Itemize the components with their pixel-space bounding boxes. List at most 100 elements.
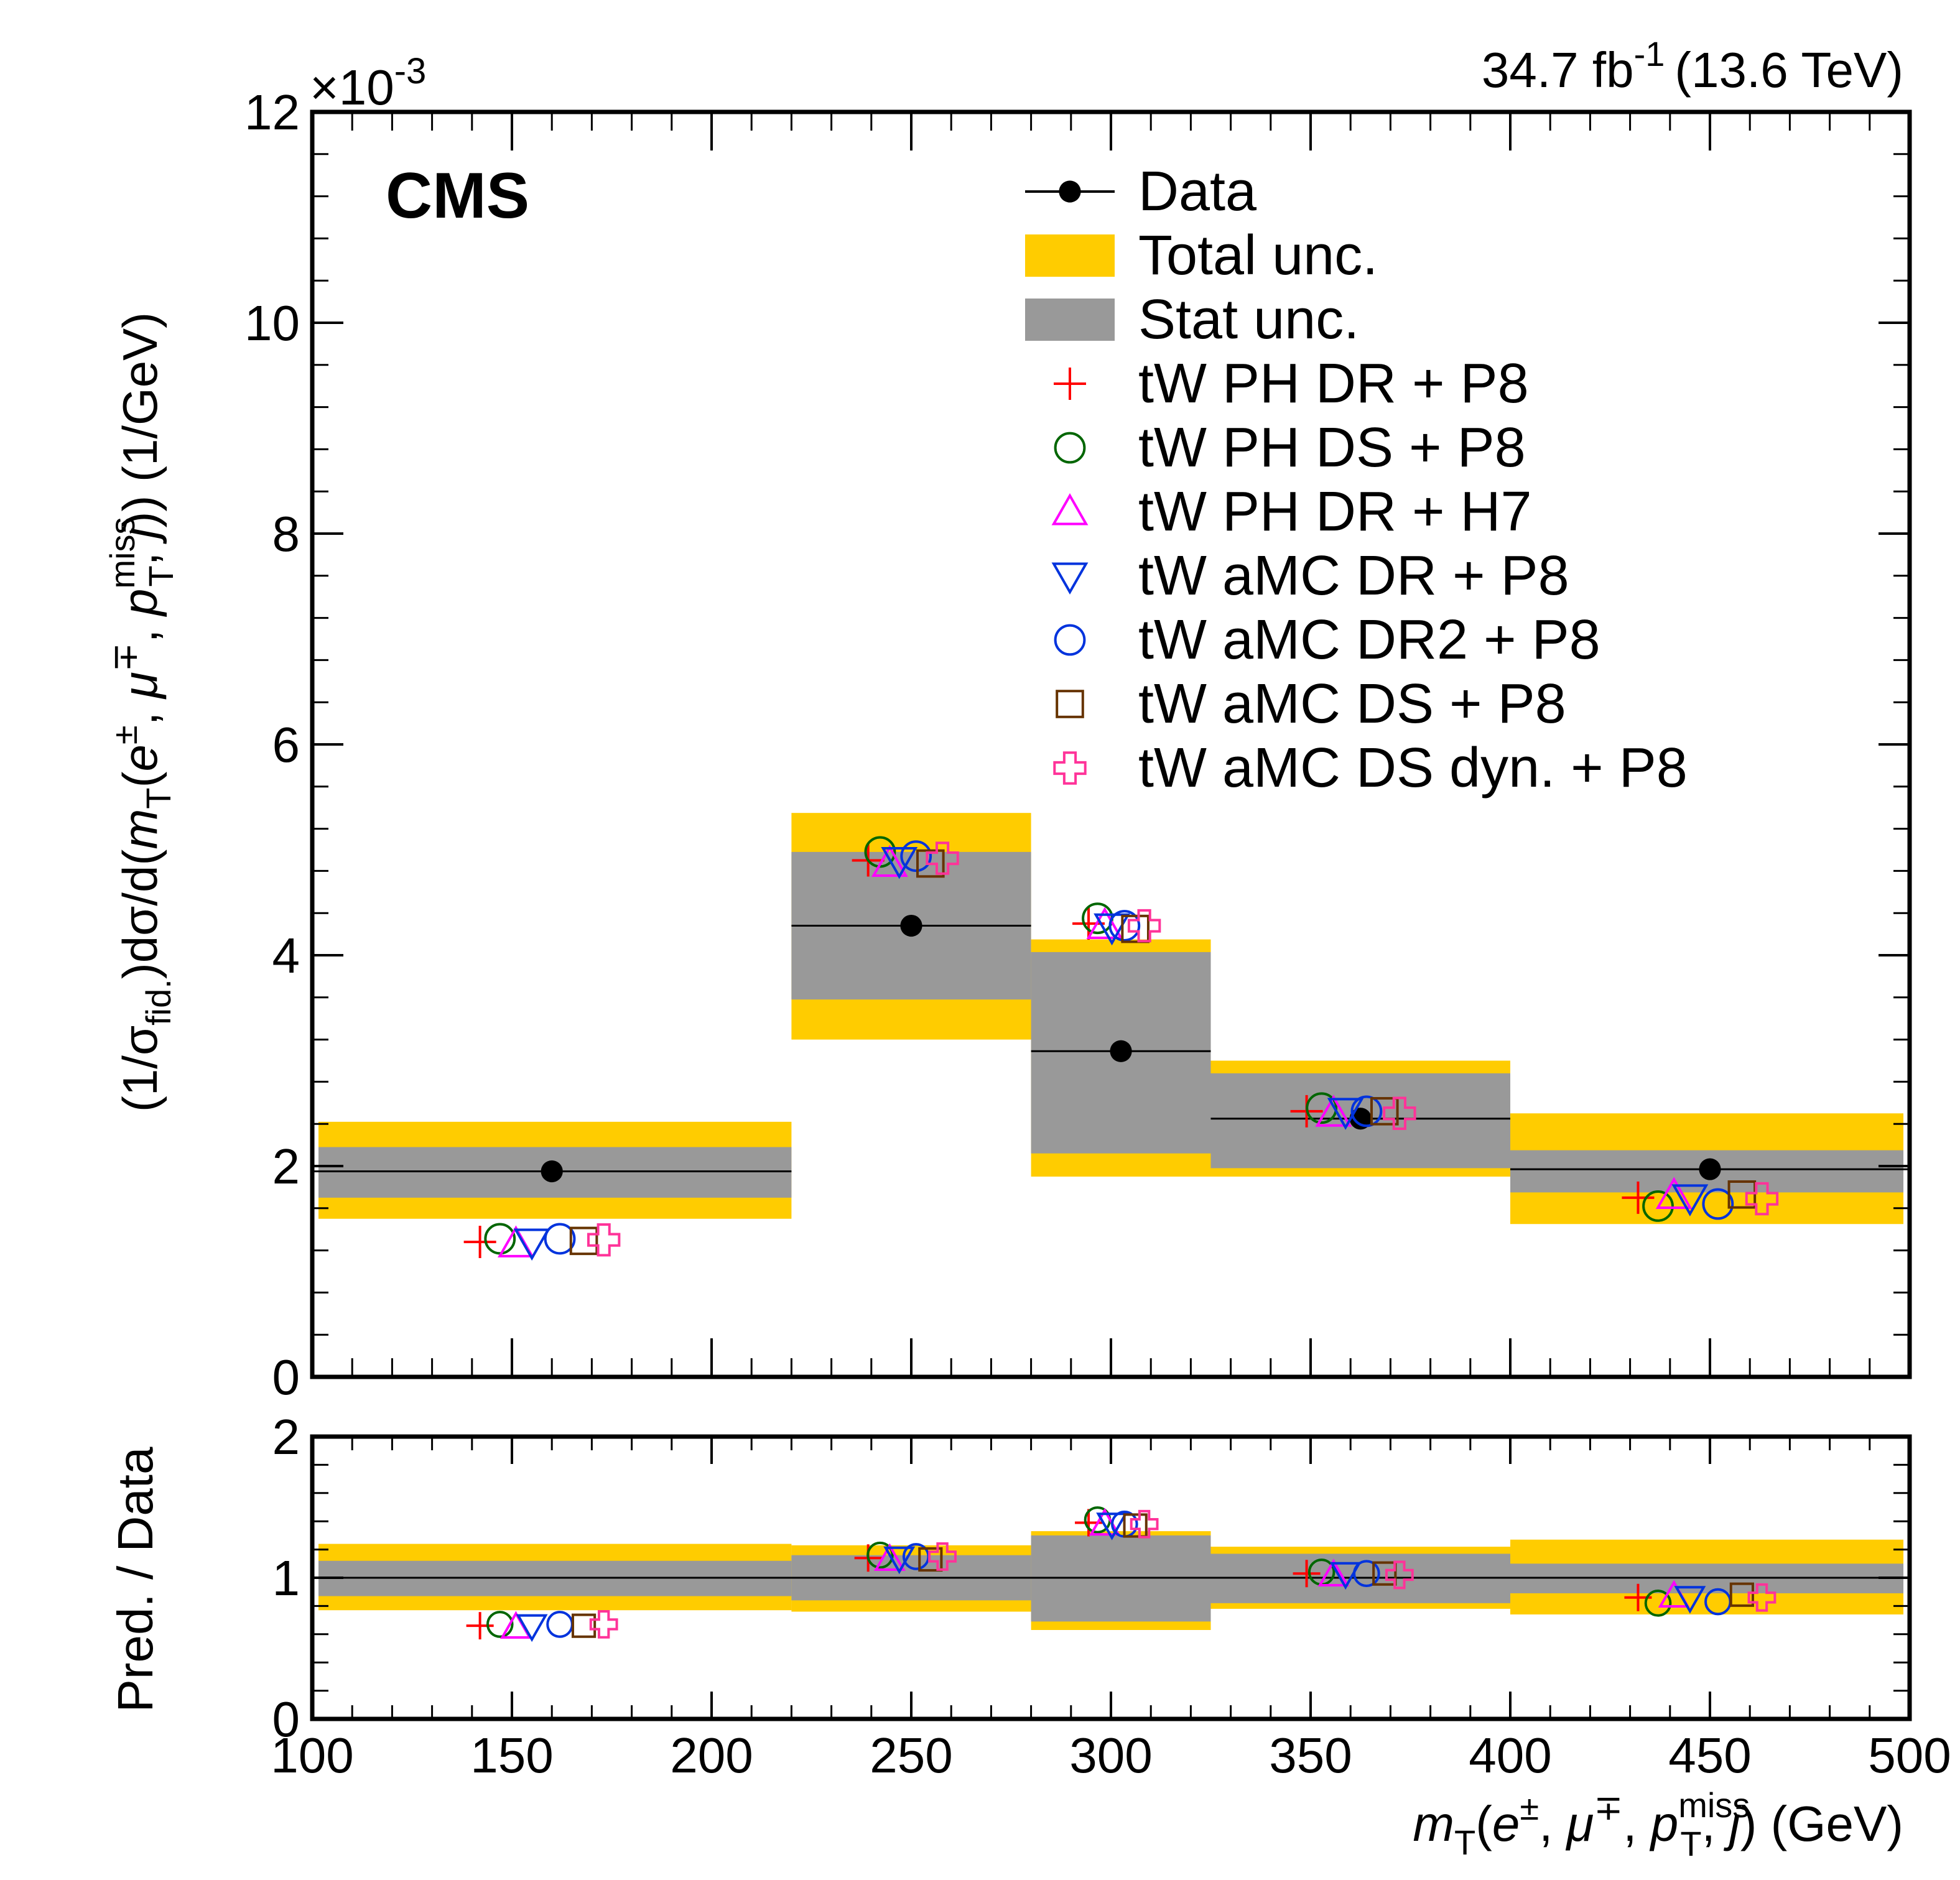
prediction-marker (571, 1613, 597, 1638)
legend-entry: tW aMC DR2 + P8 (1054, 609, 1600, 671)
legend-stat-unc-swatch (1025, 299, 1115, 341)
prediction-marker (589, 1610, 618, 1639)
prediction-marker (1315, 1095, 1352, 1127)
legend-label: tW PH DR + H7 (1138, 481, 1532, 543)
prediction-marker (544, 1223, 576, 1255)
legend-label: Total unc. (1138, 225, 1378, 287)
legend-label: tW aMC DS dyn. + P8 (1138, 737, 1688, 799)
x-tick-label: 100 (271, 1728, 353, 1783)
legend-label: tW aMC DR + P8 (1138, 545, 1569, 607)
ratio-y-tick-label: 0 (272, 1692, 300, 1747)
legend-marker (1051, 562, 1089, 595)
prediction-marker (1127, 909, 1161, 943)
prediction-marker (466, 1612, 494, 1640)
prediction-marker (1655, 1177, 1693, 1209)
x-tick-label: 300 (1069, 1728, 1152, 1783)
prediction-marker (516, 1614, 548, 1642)
prediction-marker (1096, 1512, 1128, 1540)
y-tick-label: 12 (244, 85, 300, 140)
x-tick-label: 500 (1868, 1728, 1951, 1783)
prediction-marker (1293, 1560, 1321, 1588)
prediction-marker (1086, 907, 1123, 940)
prediction-marker (1385, 1560, 1414, 1590)
prediction-marker (513, 1228, 550, 1261)
prediction-marker (1622, 1181, 1655, 1214)
main-plot-panel: 0 2 4 6 8 10 12 CMS (244, 85, 1912, 1405)
legend-data-marker (1059, 180, 1081, 203)
legend-label: tW aMC DR2 + P8 (1138, 609, 1600, 671)
prediction-marker (1702, 1188, 1734, 1220)
prediction-marker (1072, 907, 1105, 940)
prediction-marker (486, 1611, 514, 1638)
y-tick-label: 0 (272, 1350, 300, 1405)
y-tick-label: 2 (272, 1139, 300, 1194)
ratio-axis-ticks: 0 1 2 100 150 200 250 300 350 400 450 500 (271, 1409, 1951, 1783)
legend-entry: Stat unc. (1025, 289, 1359, 351)
prediction-marker (866, 1541, 894, 1569)
legend-label: Data (1138, 160, 1257, 223)
legend-marker (1053, 751, 1087, 785)
prediction-marker (1729, 1582, 1754, 1607)
ratio-y-tick-label: 1 (272, 1550, 300, 1606)
y-tick-label: 4 (272, 928, 300, 983)
y-tick-label: 6 (272, 717, 300, 772)
legend-marker (1056, 690, 1084, 718)
ratio-uncertainty-bands (318, 1531, 1903, 1630)
prediction-marker (1306, 1092, 1338, 1124)
x-tick-label: 150 (470, 1728, 553, 1783)
legend-entry: tW PH DS + P8 (1054, 417, 1526, 479)
prediction-marker (1671, 1184, 1709, 1216)
prediction-marker (881, 846, 918, 879)
prediction-marker (916, 849, 945, 878)
prediction-marker (1121, 914, 1150, 943)
legend-marker (1051, 493, 1089, 526)
prediction-marker (1372, 1561, 1397, 1586)
prediction-marker (1108, 910, 1141, 942)
x-tick-label: 250 (870, 1728, 952, 1783)
prediction-marker (1370, 1097, 1399, 1126)
y-tick-label: 8 (272, 506, 300, 562)
prediction-marker (1317, 1558, 1350, 1586)
prediction-marker (900, 840, 932, 873)
prediction-marker (883, 1546, 916, 1575)
prediction-marker (1642, 1190, 1674, 1222)
data-points (312, 914, 1910, 1183)
prediction-marker (1644, 1590, 1672, 1617)
x-tick-label: 200 (670, 1728, 753, 1783)
main-y-axis-title: (1/σfid.)dσ/d(mT(e±, μ∓, pmissT, j)) (1/… (103, 312, 180, 1112)
luminosity-label: 34.7 fb-1 (13.6 TeV) (1482, 34, 1903, 98)
legend-entry: tW PH DR + P8 (1054, 353, 1529, 415)
legend-label: tW PH DS + P8 (1138, 417, 1526, 479)
legend-total-unc-swatch (1025, 234, 1115, 277)
x-tick-label: 350 (1269, 1728, 1352, 1783)
data-point (541, 1160, 563, 1183)
prediction-marker (1094, 913, 1131, 946)
prediction-marker (1353, 1560, 1380, 1587)
main-axis-ticks: 0 2 4 6 8 10 12 (244, 85, 1911, 1405)
prediction-marker (463, 1226, 496, 1259)
y-tick-label: 10 (244, 295, 300, 351)
legend-entry: tW PH DR + H7 (1051, 481, 1532, 543)
legend-label: tW PH DR + P8 (1138, 353, 1529, 415)
legend-entry: tW aMC DS + P8 (1056, 673, 1566, 735)
data-point (900, 914, 922, 937)
ratio-plot-panel: 0 1 2 100 150 200 250 300 350 400 450 500 (271, 1409, 1951, 1783)
prediction-marker (926, 841, 959, 875)
x-tick-label: 400 (1469, 1728, 1551, 1783)
legend-label: Stat unc. (1138, 289, 1359, 351)
prediction-marker (546, 1611, 574, 1638)
exponent-label: ×10-3 (310, 51, 426, 115)
ratio-y-axis-title: Pred. / Data (108, 1447, 163, 1712)
legend-entry: tW aMC DS dyn. + P8 (1053, 737, 1688, 799)
legend-marker (1054, 624, 1086, 656)
x-tick-label: 450 (1668, 1728, 1751, 1783)
prediction-marker (928, 1542, 957, 1571)
ratio-prediction-markers (466, 1506, 1777, 1642)
prediction-marker (1383, 1096, 1416, 1130)
legend-entry: Total unc. (1025, 225, 1378, 287)
legend-entry: Data (1025, 160, 1257, 223)
data-point (1699, 1158, 1721, 1180)
legend-entry: tW aMC DR + P8 (1051, 545, 1569, 607)
